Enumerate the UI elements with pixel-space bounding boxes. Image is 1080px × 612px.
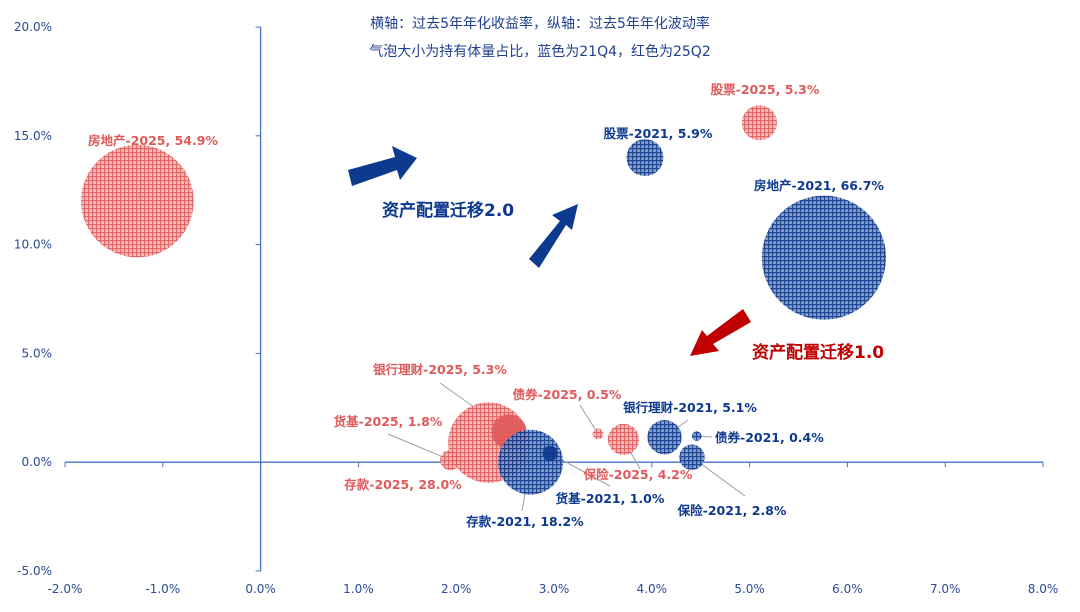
bubble-labels: 房地产-2025, 54.9% 股票-2025, 5.3% 存款-2025, 28.… — [88, 82, 884, 529]
bubble-label: 房地产-2021, 66.7% — [754, 178, 884, 193]
bubble-label: 货基-2021, 1.0% — [556, 491, 665, 506]
x-tick-label: -2.0% — [48, 582, 83, 596]
note-line-1: 横轴：过去5年年化收益率，纵轴：过去5年年化波动率 — [370, 15, 710, 32]
bubble-2021 — [542, 445, 558, 462]
bubble-2025 — [592, 428, 604, 440]
bubble-label: 保险-2021, 2.8% — [677, 503, 787, 518]
bubble-2021 — [679, 444, 705, 470]
chart-notes: 横轴：过去5年年化收益率，纵轴：过去5年年化波动率 气泡大小为持有体量占比，蓝色… — [369, 15, 710, 60]
bubble-label: 房地产-2025, 54.9% — [88, 133, 218, 148]
annotation-migration-2-0: 资产配置迁移2.0 — [382, 200, 514, 221]
bubble-2025 — [607, 423, 640, 455]
leader-line — [387, 433, 451, 461]
arrow-2-0-right-icon — [348, 146, 417, 186]
x-tick-label: 3.0% — [539, 582, 570, 596]
y-tick-label: 10.0% — [14, 238, 52, 252]
bubble-label: 债券-2021, 0.4% — [715, 430, 824, 445]
bubbles — [81, 105, 886, 495]
arrow-1-0-down-icon — [690, 309, 751, 356]
axes: -2.0% -1.0% 0.0% 1.0% 2.0% 3.0% 4.0% 5.0% 6.0% 7.… — [14, 20, 1058, 596]
bubble-label: 银行理财-2025, 5.3% — [373, 362, 507, 377]
x-tick-label: -1.0% — [145, 582, 180, 596]
y-tick-label: 20.0% — [14, 20, 52, 34]
bubble-2021 — [761, 195, 886, 320]
bubble-label: 保险-2025, 4.2% — [583, 467, 693, 482]
bubble-2021 — [626, 139, 664, 177]
x-tick-label: 0.0% — [245, 582, 276, 596]
y-tick-label: 15.0% — [14, 129, 52, 143]
x-tick-label: 6.0% — [832, 582, 863, 596]
y-tick-label: -5.0% — [17, 564, 52, 578]
bubble-2025 — [440, 449, 461, 471]
bubble-label: 股票-2025, 5.3% — [711, 82, 820, 97]
note-line-2: 气泡大小为持有体量占比，蓝色为21Q4，红色为25Q2 — [369, 43, 710, 60]
x-tick-label: 1.0% — [343, 582, 374, 596]
x-tick-label: 4.0% — [637, 582, 668, 596]
annotation-migration-1-0: 资产配置迁移1.0 — [752, 342, 884, 363]
bubble-label: 存款-2021, 18.2% — [465, 514, 584, 529]
bubble-2021 — [498, 429, 563, 495]
bubble-2025 — [81, 144, 194, 258]
arrows: 资产配置迁移2.0 资产配置迁移1.0 — [348, 146, 884, 363]
arrow-2-0-up-icon — [529, 204, 578, 268]
bubble-label: 银行理财-2021, 5.1% — [623, 400, 757, 415]
x-tick-label: 8.0% — [1028, 582, 1059, 596]
leader-line — [579, 404, 599, 435]
bubble-2025 — [741, 105, 777, 141]
x-tick-label: 5.0% — [734, 582, 765, 596]
bubble-label: 存款-2025, 28.0% — [343, 477, 462, 492]
y-tick-label: 5.0% — [22, 346, 53, 360]
bubble-label: 货基-2025, 1.8% — [334, 414, 443, 429]
x-tick-label: 2.0% — [441, 582, 472, 596]
y-tick-label: 0.0% — [22, 455, 53, 469]
bubble-2021 — [691, 431, 702, 441]
bubble-2021 — [647, 420, 682, 455]
x-tick-label: 7.0% — [930, 582, 961, 596]
bubble-label: 股票-2021, 5.9% — [604, 126, 713, 141]
bubble-label: 债券-2025, 0.5% — [513, 387, 622, 402]
